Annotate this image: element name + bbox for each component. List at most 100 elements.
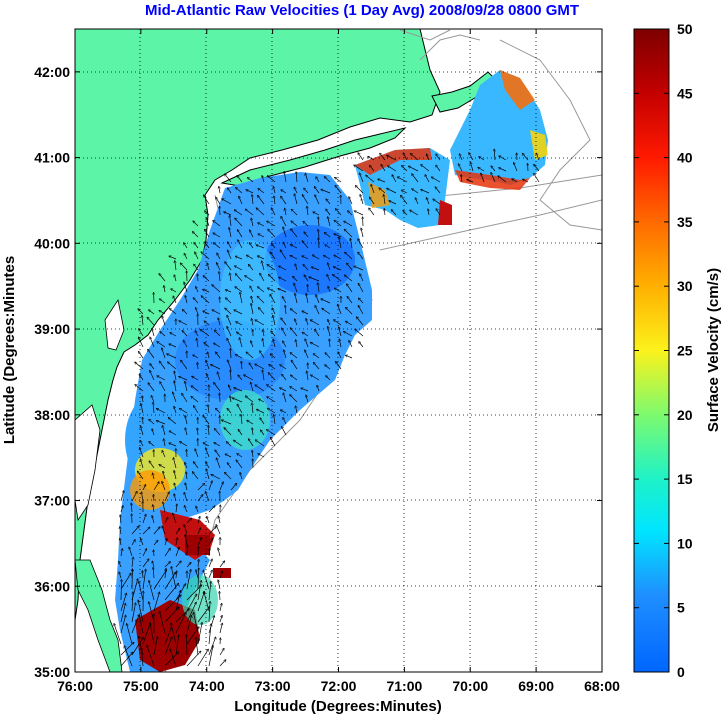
velocity-arrow — [315, 329, 320, 337]
colorbar-tick-label: 20 — [677, 407, 693, 423]
velocity-arrow — [235, 274, 243, 282]
velocity-arrow — [219, 393, 220, 403]
velocity-arrow — [156, 421, 166, 425]
velocity-arrow — [252, 403, 253, 414]
velocity-arrow — [214, 330, 221, 337]
velocity-arrow — [137, 471, 144, 480]
velocity-arrow — [214, 428, 221, 436]
colorbar-tick-label: 5 — [677, 600, 685, 616]
colorbar-tick-label: 10 — [677, 535, 693, 551]
velocity-arrow — [428, 209, 429, 216]
velocity-arrow — [208, 559, 212, 568]
y-tick-label: 40:00 — [34, 235, 70, 251]
velocity-arrow — [194, 264, 199, 271]
velocity-arrow — [425, 175, 430, 183]
velocity-arrow — [240, 292, 243, 304]
velocity-arrow — [131, 491, 137, 502]
velocity-arrow — [250, 286, 254, 293]
velocity-arrow — [433, 199, 441, 205]
velocity-arrow — [164, 607, 179, 623]
velocity-arrow — [274, 196, 275, 205]
velocity-arrow — [175, 561, 181, 568]
velocity-arrow — [192, 472, 199, 480]
velocity-arrow — [208, 527, 216, 535]
velocity-arrow — [355, 186, 364, 194]
velocity-arrow — [348, 211, 353, 216]
velocity-arrow — [266, 429, 276, 436]
velocity-arrow — [355, 329, 364, 337]
velocity-arrow — [203, 415, 210, 425]
velocity-arrow — [295, 406, 298, 414]
velocity-arrow — [150, 364, 155, 370]
velocity-arrow — [192, 376, 199, 381]
velocity-arrow — [294, 194, 298, 205]
velocity-arrow — [218, 548, 221, 557]
velocity-arrow — [233, 440, 243, 447]
velocity-arrow — [225, 262, 232, 271]
velocity-arrow — [163, 471, 166, 480]
velocity-arrow — [149, 581, 155, 601]
velocity-arrow — [197, 483, 205, 491]
velocity-arrow — [140, 538, 144, 546]
velocity-arrow — [335, 177, 342, 183]
velocity-arrow — [270, 294, 276, 304]
velocity-arrow — [206, 462, 210, 469]
velocity-arrow — [169, 344, 177, 348]
velocity-arrow — [135, 362, 144, 370]
colorbar-tick-label: 0 — [677, 664, 685, 680]
velocity-arrow — [175, 528, 180, 535]
velocity-arrow — [248, 265, 254, 271]
velocity-arrow — [241, 414, 242, 425]
delaware-bay — [104, 298, 125, 351]
velocity-arrow — [153, 540, 158, 546]
velocity-arrow — [159, 361, 166, 370]
velocity-arrow — [186, 635, 187, 656]
velocity-arrow — [179, 376, 188, 381]
velocity-arrow — [512, 179, 518, 183]
velocity-arrow — [366, 175, 375, 183]
colorbar-label: Surface Velocity (cm/s) — [705, 268, 722, 432]
velocity-arrow — [387, 188, 397, 194]
velocity-arrow — [333, 274, 342, 282]
velocity-arrow — [222, 420, 232, 425]
velocity-arrow — [267, 385, 276, 392]
velocity-arrow — [258, 188, 265, 194]
velocity-arrow — [194, 243, 199, 249]
velocity-arrow — [142, 571, 143, 579]
velocity-arrow — [239, 338, 243, 348]
velocity-arrow — [318, 229, 319, 238]
velocity-arrow — [280, 365, 287, 370]
velocity-arrow — [184, 506, 188, 513]
velocity-arrow — [138, 337, 144, 348]
velocity-arrow — [257, 195, 265, 205]
velocity-arrow — [321, 189, 331, 194]
velocity-arrow — [349, 340, 353, 348]
velocity-arrow — [218, 580, 221, 590]
velocity-arrow — [203, 311, 210, 315]
velocity-arrow — [268, 373, 276, 381]
velocity-arrow — [236, 460, 243, 469]
velocity-arrow — [219, 623, 222, 634]
x-tick-label: 70:00 — [452, 678, 488, 694]
velocity-arrow — [258, 454, 265, 458]
velocity-arrow — [227, 463, 232, 469]
velocity-arrow — [290, 353, 298, 359]
velocity-arrow — [327, 274, 331, 282]
velocity-arrow — [421, 165, 430, 172]
velocity-arrow — [174, 406, 177, 414]
velocity-edge-north — [438, 200, 452, 225]
velocity-arrow — [185, 483, 188, 491]
velocity-arrow — [164, 562, 170, 568]
velocity-arrow — [209, 601, 210, 623]
velocity-arrow — [230, 396, 231, 403]
outer-banks — [75, 559, 123, 672]
velocity-arrow — [344, 229, 353, 238]
velocity-arrow — [267, 221, 276, 227]
velocity-arrow — [381, 164, 386, 172]
x-tick-label: 73:00 — [255, 678, 291, 694]
velocity-arrow — [173, 458, 177, 469]
velocity-arrow — [301, 388, 309, 392]
velocity-arrow — [402, 165, 408, 172]
velocity-arrow — [208, 646, 213, 667]
velocity-arrow — [339, 327, 342, 337]
